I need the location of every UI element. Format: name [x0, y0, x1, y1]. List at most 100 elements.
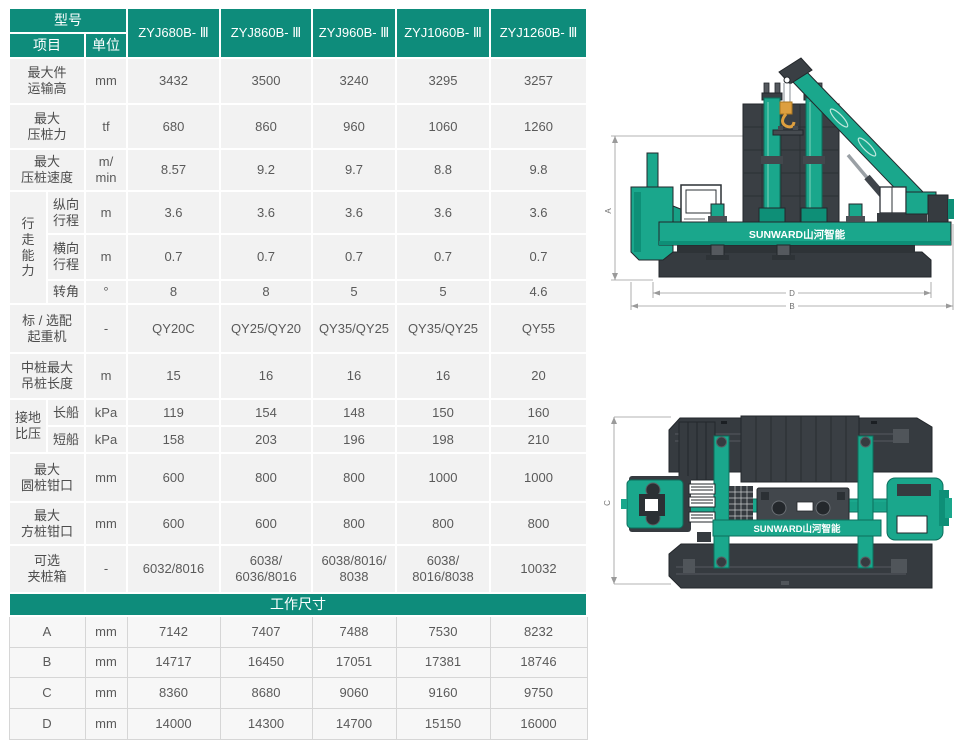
dimension-arrows	[612, 136, 953, 309]
unit-cell: kPa	[84, 398, 128, 427]
value-cell: 9060	[311, 676, 397, 709]
row-label-clamp-box: 可选 夹桩箱	[8, 544, 86, 594]
value-cell: 148	[311, 398, 397, 427]
value-cell: 15150	[395, 707, 491, 740]
side-pile-module-plan	[621, 476, 711, 542]
value-cell: 160	[489, 398, 588, 427]
support-leg	[772, 203, 865, 260]
spec-table: 型号 ZYJ680B- Ⅲ ZYJ860B- Ⅲ ZYJ960B- Ⅲ ZYJ1…	[8, 7, 588, 740]
value-cell: 600	[126, 452, 221, 503]
value-cell: 3.6	[395, 190, 491, 235]
value-cell: 9.8	[489, 148, 588, 192]
value-cell: 7488	[311, 615, 397, 648]
crane-boom	[778, 57, 926, 205]
value-cell: 158	[126, 425, 221, 454]
value-cell: 800	[311, 452, 397, 503]
pile-driver-plan: SUNWARD山河智能	[621, 415, 952, 589]
value-cell: 14717	[126, 646, 221, 678]
dimension-arrows	[611, 417, 617, 584]
value-cell: 1000	[395, 452, 491, 503]
value-cell: 9160	[395, 676, 491, 709]
crane-body-plan	[886, 477, 952, 541]
value-cell: 0.7	[219, 233, 313, 281]
pile-driver-side: SUNWARD山河智能	[630, 57, 954, 278]
value-cell: QY35/QY25	[395, 303, 491, 354]
luffing-rod	[846, 153, 871, 182]
dim-label-a: A	[604, 208, 613, 214]
value-cell: 18746	[489, 646, 588, 678]
press-cylinder-left	[758, 82, 786, 223]
value-cell: 1000	[489, 452, 588, 503]
row-label-slew-angle: 转角	[46, 279, 86, 305]
value-cell: 17051	[311, 646, 397, 678]
clamp-plate	[756, 487, 850, 529]
unit-cell: tf	[84, 103, 128, 150]
header-model-2: ZYJ860B- Ⅲ	[219, 7, 313, 59]
value-cell: 5	[395, 279, 491, 305]
header-model-5: ZYJ1260B- Ⅲ	[489, 7, 588, 59]
row-label-transport-height: 最大件 运输高	[8, 57, 86, 105]
dim-label-c: C	[603, 500, 612, 506]
dim-label-b: B	[789, 302, 794, 311]
cross-beam-left	[713, 435, 730, 569]
header-item-label: 项目	[8, 32, 86, 59]
value-cell: 1260	[489, 103, 588, 150]
value-cell: 16	[395, 352, 491, 400]
unit-cell: mm	[84, 646, 128, 678]
value-cell: 6038/ 6036/8016	[219, 544, 313, 594]
value-cell: 20	[489, 352, 588, 400]
header-model-3: ZYJ960B- Ⅲ	[311, 7, 397, 59]
crane-cab	[877, 186, 954, 223]
cross-beam-right	[857, 435, 874, 569]
grid-block	[729, 486, 753, 524]
value-cell: 16	[311, 352, 397, 400]
value-cell: 0.7	[489, 233, 588, 281]
value-cell: 600	[219, 501, 313, 546]
unit-cell: mm	[84, 452, 128, 503]
value-cell: 198	[395, 425, 491, 454]
value-cell: 8	[219, 279, 313, 305]
value-cell: 7142	[126, 615, 221, 648]
value-cell: 3.6	[126, 190, 221, 235]
value-cell: 9750	[489, 676, 588, 709]
value-cell: 860	[219, 103, 313, 150]
value-cell: 960	[311, 103, 397, 150]
row-label-dim-c: C	[8, 676, 86, 709]
value-cell: 7530	[395, 615, 491, 648]
value-cell: 3.6	[311, 190, 397, 235]
value-cell: 1060	[395, 103, 491, 150]
unit-cell: -	[84, 303, 128, 354]
value-cell: QY25/QY20	[219, 303, 313, 354]
unit-cell: mm	[84, 707, 128, 740]
group-label-walking: 行 走 能 力	[8, 190, 48, 305]
row-label-longitudinal: 纵向 行程	[46, 190, 86, 235]
unit-cell: m	[84, 352, 128, 400]
row-label-crane: 标 / 选配 起重机	[8, 303, 86, 354]
value-cell: 3500	[219, 57, 313, 105]
value-cell: 3240	[311, 57, 397, 105]
value-cell: 154	[219, 398, 313, 427]
value-cell: 8680	[219, 676, 313, 709]
unit-cell: -	[84, 544, 128, 594]
value-cell: 3.6	[219, 190, 313, 235]
value-cell: 16	[219, 352, 313, 400]
value-cell: 8	[126, 279, 221, 305]
unit-cell: mm	[84, 57, 128, 105]
header-model-label: 型号	[8, 7, 128, 34]
main-beam: SUNWARD山河智能	[658, 221, 952, 246]
unit-cell: mm	[84, 676, 128, 709]
row-label-press-speed: 最大 压桩速度	[8, 148, 86, 192]
crane-hook-icon	[772, 83, 804, 136]
row-label-lateral: 横向 行程	[46, 233, 86, 281]
header-model-4: ZYJ1060B- Ⅲ	[395, 7, 491, 59]
value-cell: 14000	[126, 707, 221, 740]
value-cell: 3257	[489, 57, 588, 105]
work-dimensions-band: 工作尺寸	[8, 592, 588, 617]
value-cell: 119	[126, 398, 221, 427]
value-cell: 800	[489, 501, 588, 546]
header-unit-label: 单位	[84, 32, 128, 59]
value-cell: 10032	[489, 544, 588, 594]
value-cell: 8360	[126, 676, 221, 709]
brand-logo-plan: SUNWARD山河智能	[753, 523, 841, 535]
